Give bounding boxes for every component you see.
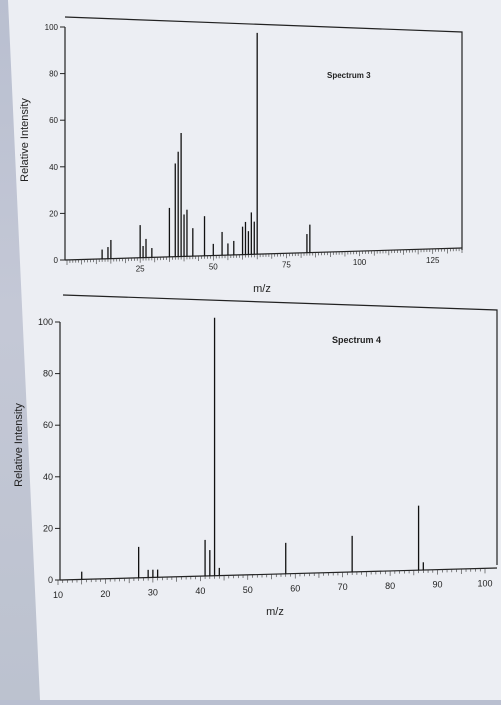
y-tick-label: 100: [38, 317, 53, 327]
x-tick-label: 10: [53, 590, 63, 600]
y-tick-label: 20: [43, 523, 53, 533]
y-tick-label: 80: [49, 70, 58, 79]
y-tick-label: 40: [43, 472, 53, 482]
spectrum-3-chart: 0 20 40 60 80 100 25 50 75 100 125 Spectrum 3 m/z Rel…: [19, 16, 463, 295]
plot-frame: [62, 294, 498, 565]
y-tick-label: 80: [43, 369, 53, 379]
x-tick-label: 70: [338, 582, 348, 592]
spectrum-4-chart: 0 20 40 60 80 100 10 20 30 40 50 60 70 80 90 100 Spectru…: [13, 294, 498, 618]
x-tick-label: 100: [477, 578, 492, 588]
y-tick-label: 0: [48, 575, 53, 585]
y-tick-label: 60: [49, 116, 58, 125]
x-tick-label: 20: [100, 589, 110, 599]
x-tick-label: 25: [136, 265, 145, 274]
x-tick-label: 80: [385, 581, 395, 591]
x-axis-line: [59, 567, 498, 581]
y-tick-label: 60: [43, 420, 53, 430]
y-axis-label: Relative Intensity: [19, 98, 31, 182]
chart-title: Spectrum 3: [327, 71, 371, 80]
y-tick-label: 20: [49, 209, 58, 218]
x-axis-label: m/z: [266, 606, 284, 618]
x-tick-label: 30: [148, 587, 158, 597]
y-tick-label: 0: [54, 256, 59, 265]
y-tick-label: 100: [45, 23, 59, 32]
x-tick-label: 50: [243, 585, 253, 595]
x-tick-label: 40: [195, 586, 205, 596]
x-tick-label: 50: [209, 263, 218, 272]
x-axis-label: m/z: [253, 283, 271, 295]
y-tick-label: 40: [49, 163, 58, 172]
x-tick-label: 100: [353, 258, 367, 267]
chart-title: Spectrum 4: [332, 335, 381, 345]
x-tick-label: 75: [282, 260, 291, 269]
x-tick-label: 125: [426, 256, 440, 265]
x-tick-label: 60: [290, 584, 300, 594]
x-tick-label: 90: [433, 580, 443, 590]
plot-frame: [64, 16, 463, 250]
y-axis-label: Relative Intensity: [13, 403, 25, 487]
